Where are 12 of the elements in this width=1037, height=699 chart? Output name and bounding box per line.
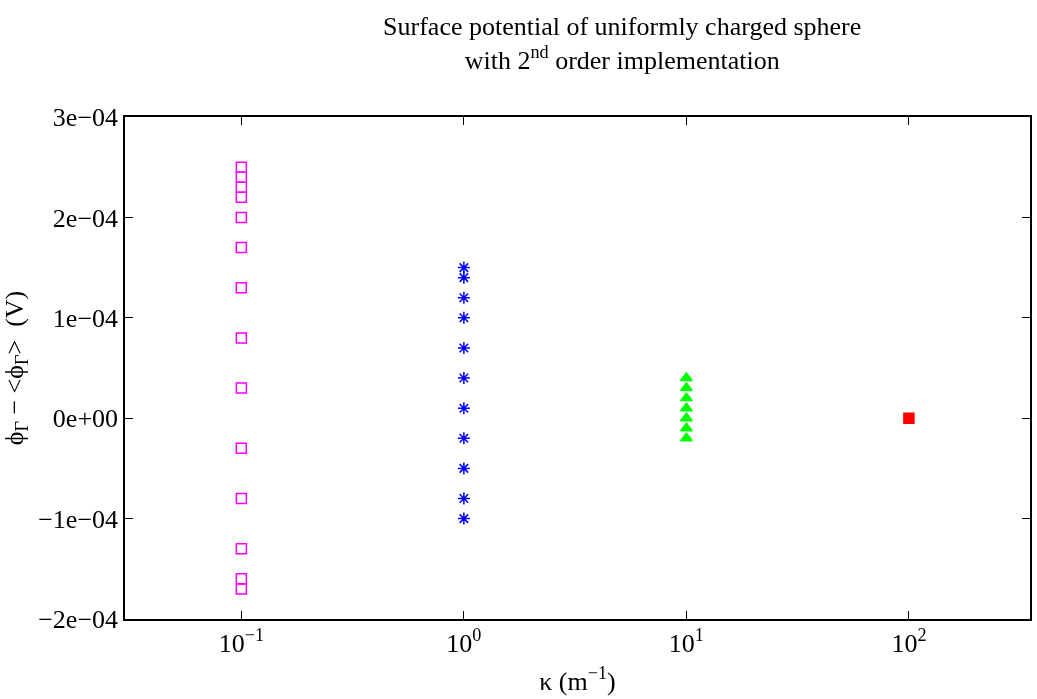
x-tick-label: 10$^{−1}$: [218, 625, 265, 658]
x-axis-title: κ (m$^{−1}$): [539, 663, 616, 697]
y-tick-label: 3e−04: [52, 103, 119, 133]
chart-title: Surface potential of uniformly charged sphere with 2$^{nd}$ order implementation: [383, 11, 862, 75]
x-tick-label: 10$^{2}$: [891, 625, 927, 658]
y-tick-label: −2e−04: [38, 605, 119, 635]
y-tick-label: 2e−04: [52, 203, 119, 233]
y-tick-label: 0e+00: [52, 404, 119, 434]
x-tick-label: 10$^{1}$: [668, 625, 704, 658]
y-tick-label: 1e−04: [52, 303, 119, 333]
y-tick-label: −1e−04: [38, 504, 119, 534]
x-tick-label: 10$^{0}$: [446, 625, 482, 658]
